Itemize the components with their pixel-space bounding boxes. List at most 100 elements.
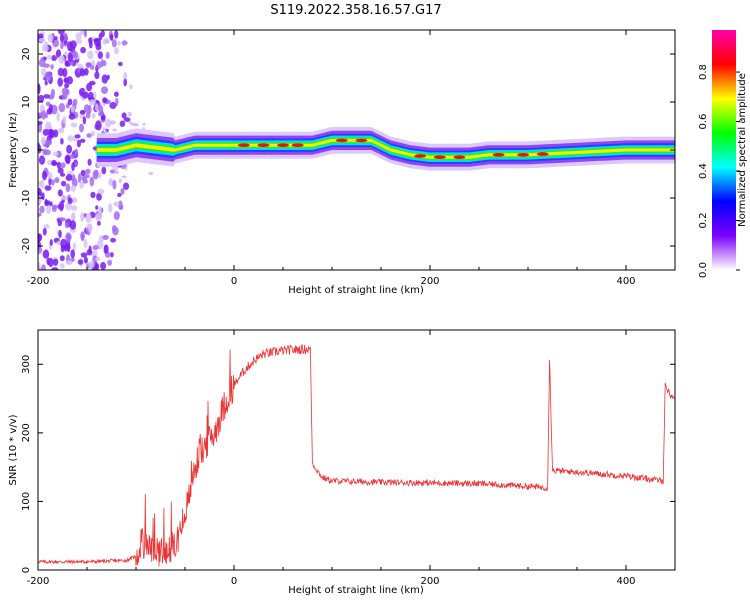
- noise-speck: [59, 33, 64, 43]
- noise-speck: [85, 213, 92, 223]
- ridge-speck: [102, 127, 106, 131]
- ridge-speck: [148, 171, 154, 176]
- spectrogram-x-axis-label: Height of straight line (km): [288, 285, 424, 296]
- ridge-peak: [291, 143, 304, 147]
- noise-speck: [42, 170, 47, 181]
- snr-line: [38, 343, 675, 567]
- noise-speck: [60, 238, 67, 249]
- noise-speck: [86, 133, 92, 138]
- noise-speck: [49, 128, 53, 139]
- noise-speck: [89, 176, 95, 187]
- noise-speck: [43, 63, 50, 68]
- noise-speck: [119, 204, 124, 210]
- noise-speck: [51, 267, 59, 270]
- chart-title: S119.2022.358.16.57.G17: [270, 3, 441, 18]
- noise-speck: [64, 154, 71, 163]
- noise-speck: [97, 220, 101, 226]
- noise-speck: [102, 97, 108, 104]
- noise-speck: [49, 239, 53, 246]
- noise-speck: [77, 173, 82, 184]
- y-tick-label: 300: [21, 355, 32, 374]
- noise-speck: [114, 30, 119, 39]
- noise-speck: [87, 104, 92, 115]
- ridge-peak: [414, 154, 427, 158]
- colorbar-label: Normalized spectral amplitude: [737, 73, 748, 227]
- noise-speck: [79, 68, 86, 77]
- ridge-speck: [114, 170, 119, 175]
- noise-speck: [79, 138, 86, 143]
- noise-speck: [56, 161, 62, 169]
- snr-series: [38, 343, 675, 567]
- noise-speck: [111, 39, 117, 48]
- noise-speck: [58, 127, 65, 134]
- noise-speck: [38, 94, 45, 103]
- noise-speck: [75, 32, 82, 41]
- noise-speck: [38, 123, 43, 133]
- noise-speck: [65, 232, 72, 242]
- ridge-peak: [257, 143, 270, 147]
- noise-speck: [75, 39, 83, 44]
- noise-speck: [60, 162, 66, 169]
- noise-speck: [102, 60, 107, 67]
- noise-speck: [95, 263, 100, 270]
- noise-speck: [85, 62, 91, 69]
- noise-speck: [86, 82, 93, 92]
- noise-speck: [80, 252, 88, 258]
- noise-speck: [42, 227, 47, 236]
- noise-speck: [103, 244, 109, 254]
- y-tick-label: 0: [21, 147, 32, 153]
- noise-speck: [51, 55, 58, 61]
- noise-speck: [44, 149, 51, 156]
- noise-speck: [58, 230, 62, 238]
- colorbar: 0.0 0.2 0.4 0.6 0.8 Normalized spectral ampl…: [698, 30, 748, 278]
- noise-speck: [106, 74, 110, 80]
- snr-x-ticks: -200 0 200 400: [27, 330, 676, 587]
- y-tick-label: 10: [21, 96, 32, 109]
- spectrogram-x-ticks: -200 0 200 400: [27, 30, 676, 287]
- noise-speck: [123, 72, 128, 82]
- noise-speck: [70, 122, 78, 128]
- noise-speck: [71, 212, 76, 221]
- x-tick-label: 0: [231, 276, 237, 287]
- noise-speck: [59, 255, 65, 262]
- noise-speck: [113, 201, 120, 207]
- noise-speck: [58, 103, 66, 113]
- noise-speck: [101, 74, 109, 84]
- noise-speck: [110, 33, 114, 41]
- noise-speck: [109, 169, 116, 174]
- noise-speck: [80, 212, 85, 221]
- noise-speck: [38, 246, 43, 254]
- noise-speck: [86, 249, 93, 256]
- y-tick-label: 20: [21, 48, 32, 61]
- noise-speck: [38, 261, 41, 270]
- noise-speck: [74, 162, 78, 167]
- noise-speck: [62, 92, 68, 100]
- ridge-peak: [433, 155, 446, 159]
- noise-speck: [44, 80, 48, 86]
- snr-frame: [37, 329, 676, 571]
- noise-speck: [53, 36, 58, 41]
- noise-speck: [38, 212, 42, 217]
- noise-speck: [95, 256, 101, 262]
- noise-speck: [129, 84, 133, 90]
- noise-speck: [38, 33, 44, 39]
- noise-speck: [121, 40, 128, 46]
- noise-speck: [39, 205, 45, 214]
- colorbar-ticks: 0.0 0.2 0.4 0.6 0.8: [698, 64, 740, 278]
- noise-speck: [38, 121, 43, 125]
- noise-speck: [59, 217, 66, 222]
- noise-speck: [44, 185, 52, 191]
- noise-speck: [121, 112, 127, 119]
- noise-speck: [85, 168, 91, 175]
- noise-speck: [44, 198, 48, 207]
- ridge-peak: [492, 153, 505, 157]
- noise-speck: [123, 117, 131, 122]
- colorbar-tick-label: 0.6: [698, 114, 709, 130]
- y-tick-label: 100: [21, 492, 32, 511]
- noise-speck: [104, 118, 112, 128]
- noise-speck: [51, 204, 58, 210]
- noise-speck: [82, 116, 87, 125]
- noise-speck: [40, 136, 46, 145]
- noise-speck: [80, 169, 86, 177]
- noise-speck: [50, 179, 55, 186]
